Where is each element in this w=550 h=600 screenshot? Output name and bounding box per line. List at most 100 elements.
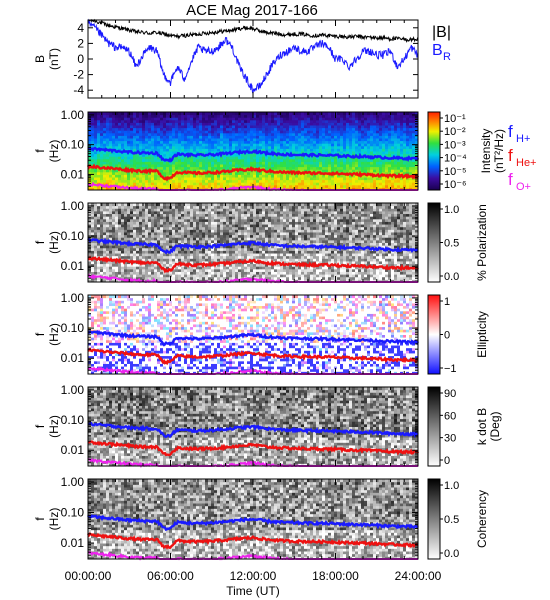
ellipticity-ytick-label: 0.10 xyxy=(61,321,85,335)
coherency-colorbar-title: Coherency xyxy=(475,490,489,548)
ellipticity-colorbar-tick: −1 xyxy=(444,363,457,375)
polarization-ytick-label: 0.01 xyxy=(61,259,85,273)
coherency-ytick-label: 1.00 xyxy=(61,475,85,489)
kdotb-ytick-label: 1.00 xyxy=(61,383,85,397)
ellipticity-colorbar-title: Ellipticity xyxy=(475,311,489,358)
ellipticity-ylabel: f xyxy=(33,332,47,336)
he-plus-gyro-line xyxy=(87,440,420,457)
ellipticity-colorbar: 1 0 −1 Ellipticity xyxy=(427,294,489,375)
polarization-ylabel: f xyxy=(33,240,47,244)
intensity-colorbar-unit: (nT²/Hz) xyxy=(492,129,506,173)
time-axis-tick-label: 12:00:00 xyxy=(230,569,277,583)
legend-b-r: B xyxy=(432,42,443,59)
coherency-ytick-label: 0.10 xyxy=(61,505,85,519)
kdotb-colorbar: 90 60 30 0 k dot B (Deg) xyxy=(427,386,502,467)
kdotb-colorbar-scale xyxy=(427,386,441,467)
ellipticity-yunit: (Hz) xyxy=(47,323,61,346)
gyro-legend-o_plus-label: f xyxy=(508,170,513,189)
time-axis-tick-label: 24:00:00 xyxy=(395,569,442,583)
ellipticity-ytick-label: 0.01 xyxy=(61,351,85,365)
polarization-colorbar-tick: 1.0 xyxy=(444,204,459,216)
field-ylabel: B xyxy=(33,55,47,63)
field-ytick-label: -2 xyxy=(73,68,84,82)
polarization-colorbar-tick: 0.0 xyxy=(444,271,459,283)
kdotb-colorbar-tick: 30 xyxy=(444,433,456,445)
time-axis-tick-label: 06:00:00 xyxy=(147,569,194,583)
intensity-yunit: (Hz) xyxy=(47,140,61,163)
h-plus-gyro-line xyxy=(87,146,420,163)
kdotb-yunit: (Hz) xyxy=(47,415,61,438)
ellipticity-colorbar-scale xyxy=(427,294,441,375)
legend-b-r-subscript: R xyxy=(443,51,451,63)
ellipticity-ytick-label: 1.00 xyxy=(61,291,85,305)
intensity-panel: 1.000.100.01f (Hz)10⁻¹10⁻²10⁻³10⁻⁴10⁻⁵10⁻… xyxy=(33,108,537,193)
kdotb-colorbar-title: k dot B xyxy=(475,408,489,445)
gyro-legend-he_plus-label: f xyxy=(508,146,513,165)
coherency-colorbar-tick: 0.5 xyxy=(444,514,459,526)
field-ytick-label: 4 xyxy=(77,21,84,35)
b_mag-series-line xyxy=(87,18,419,43)
field-ytick-label: 0 xyxy=(77,52,84,66)
coherency-ylabel: f xyxy=(33,517,47,521)
coherency-colorbar: 1.0 0.5 0.0 Coherency xyxy=(427,478,489,560)
coherency-panel: 1.00 0.10 0.01 f (Hz) 1.0 0.5 0.0 Coherency xyxy=(33,475,489,561)
polarization-colorbar-scale xyxy=(427,202,441,283)
kdotb-spectrogram xyxy=(88,387,419,467)
intensity-colorbar-tick: 10⁻² xyxy=(444,126,466,138)
kdotb-panel: 1.00 0.10 0.01 f (Hz) 90 60 30 0 k dot B (Deg) xyxy=(33,383,502,469)
kdotb-ylabel: f xyxy=(33,424,47,428)
kdotb-ytick-label: 0.10 xyxy=(61,413,85,427)
h-plus-gyro-line xyxy=(86,514,419,532)
ellipticity-colorbar-tick: 1 xyxy=(444,296,450,308)
intensity-colorbar: 10⁻¹10⁻²10⁻³ 10⁻⁴10⁻⁵10⁻⁶ Intensity (nT²/Hz… xyxy=(427,111,506,191)
polarization-ytick-label: 1.00 xyxy=(61,199,85,213)
coherency-colorbar-tick: 0.0 xyxy=(444,548,459,560)
gyro-legend-h_plus-subscript: H+ xyxy=(516,133,530,145)
kdotb-colorbar-tick: 60 xyxy=(444,410,456,422)
intensity-ytick-label: 0.01 xyxy=(61,167,85,181)
he-plus-gyro-line xyxy=(87,255,419,274)
gyro-legend-o_plus-subscript: O+ xyxy=(516,181,531,193)
coherency-spectrogram xyxy=(88,479,419,560)
ellipticity-panel: 1.00 0.10 0.01 f (Hz) 1 0 −1 Ellipticity xyxy=(33,291,489,376)
intensity-ytick-label: 0.10 xyxy=(61,138,85,152)
intensity-colorbar-tick: 10⁻³ xyxy=(444,139,466,151)
coherency-colorbar-scale xyxy=(427,478,441,560)
gyro-legend-h_plus-label: f xyxy=(508,122,513,141)
intensity-colorbar-title: Intensity xyxy=(479,129,493,174)
intensity-colorbar-tick: 10⁻¹ xyxy=(444,113,466,125)
intensity-colorbar-tick: 10⁻⁵ xyxy=(444,166,467,178)
h-plus-gyro-line xyxy=(87,237,419,255)
coherency-ytick-label: 0.01 xyxy=(61,536,85,550)
intensity-colorbar-tick: 10⁻⁶ xyxy=(444,179,467,191)
polarization-colorbar-title: % Polarization xyxy=(475,204,489,281)
field-yunit: (nT) xyxy=(47,48,61,70)
polarization-colorbar-tick: 0.5 xyxy=(444,238,459,250)
time-axis-tick-label: 18:00:00 xyxy=(312,569,359,583)
intensity-ylabel: f xyxy=(33,149,47,153)
kdotb-colorbar-tick: 90 xyxy=(444,388,456,400)
intensity-colorbar-tick: 10⁻⁴ xyxy=(444,153,467,165)
intensity-ytick-label: 1.00 xyxy=(61,108,85,122)
he-plus-gyro-line xyxy=(86,532,419,550)
kdotb-ytick-label: 0.01 xyxy=(61,443,85,457)
he-plus-gyro-line xyxy=(86,163,420,182)
time-axis-tick-label: 00:00:00 xyxy=(65,569,112,583)
field-ytick-label: 2 xyxy=(77,36,84,50)
polarization-colorbar: 1.0 0.5 0.0 % Polarization xyxy=(427,202,489,283)
polarization-yunit: (Hz) xyxy=(47,231,61,254)
ellipticity-colorbar-tick: 0 xyxy=(444,330,450,342)
kdotb-colorbar-unit: (Deg) xyxy=(488,411,502,441)
h-plus-gyro-line xyxy=(87,329,420,347)
polarization-ytick-label: 0.10 xyxy=(61,229,85,243)
coherency-colorbar-tick: 1.0 xyxy=(444,480,459,492)
gyro-legend: f H+f He+f O+ xyxy=(508,122,537,193)
coherency-yunit: (Hz) xyxy=(47,508,61,531)
field-panel: 420-2-4B (nT)|B|B R xyxy=(33,18,451,99)
gyro-legend-he_plus-subscript: He+ xyxy=(516,157,537,169)
he-plus-gyro-line xyxy=(87,347,419,366)
kdotb-colorbar-tick: 0 xyxy=(444,455,450,467)
time-axis-label: Time (UT) xyxy=(226,584,280,598)
figure-title: ACE Mag 2017-166 xyxy=(186,2,318,19)
